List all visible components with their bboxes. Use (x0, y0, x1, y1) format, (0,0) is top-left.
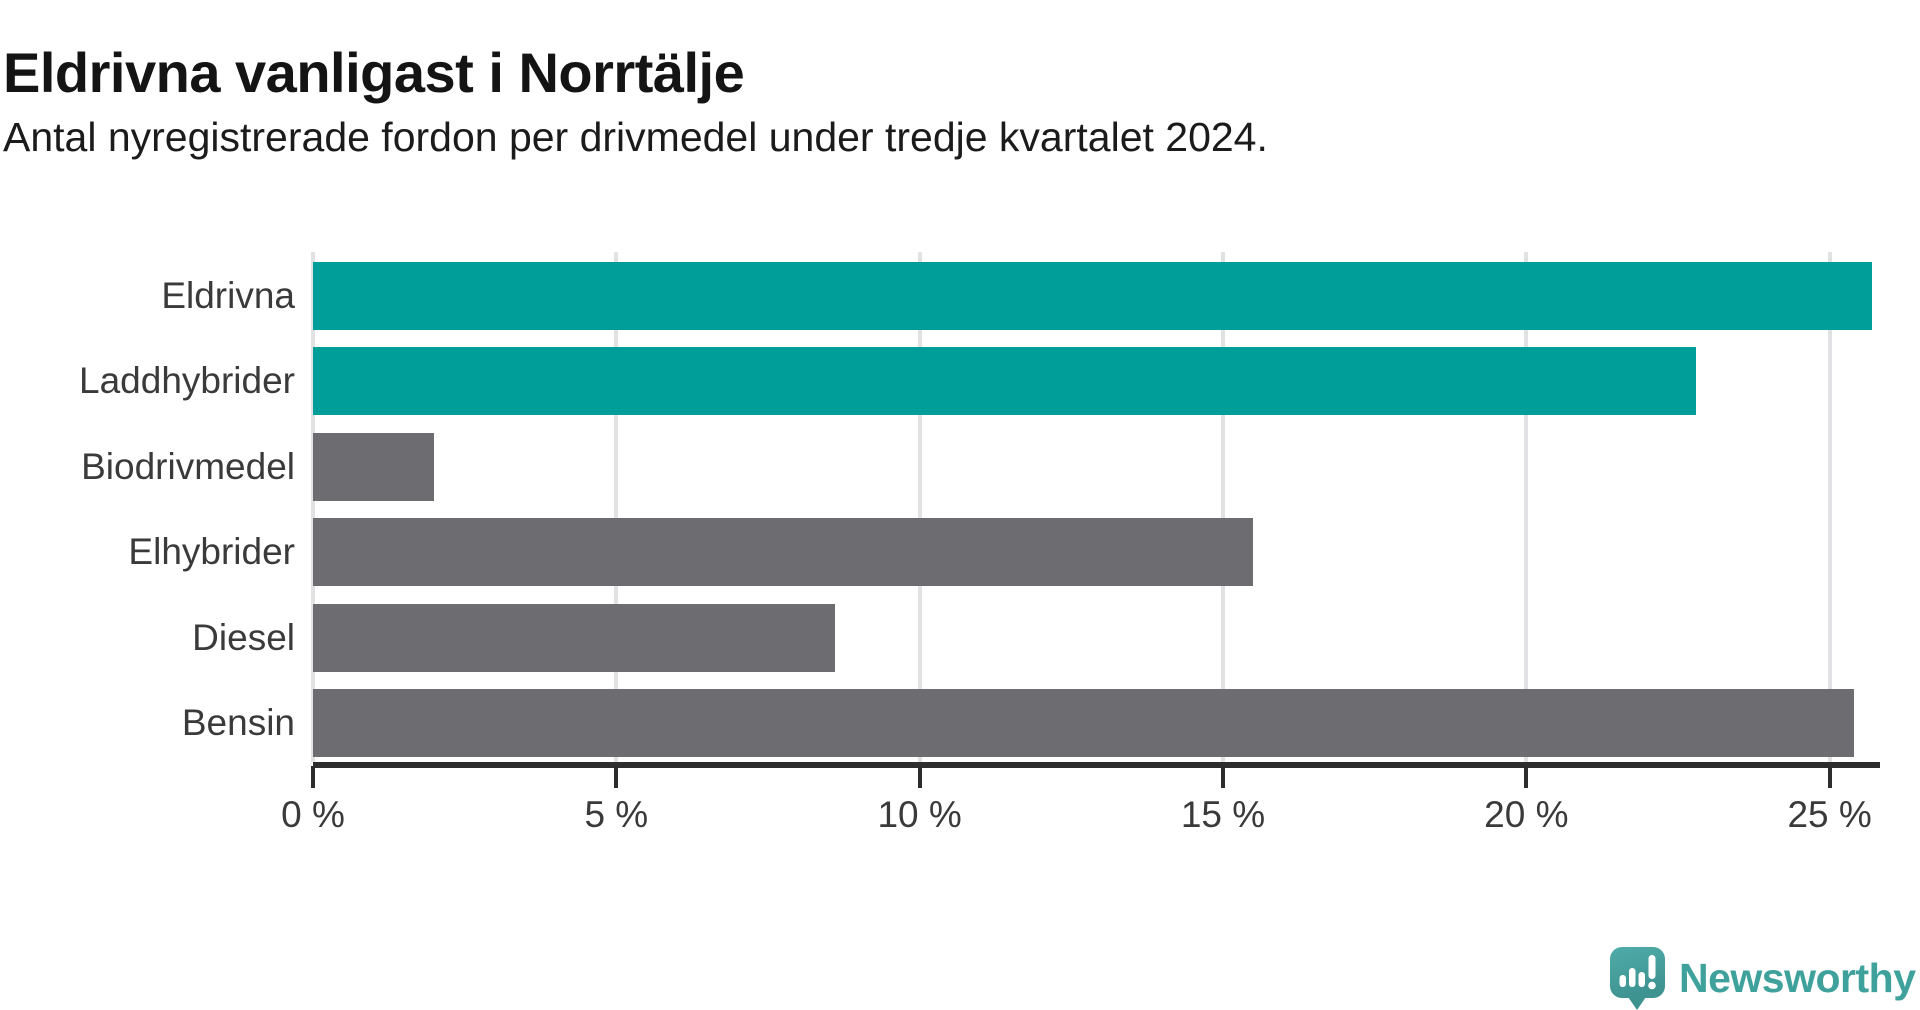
chart-subtitle: Antal nyregistrerade fordon per drivmede… (3, 114, 1268, 160)
chart-title: Eldrivna vanligast i Norrtälje (3, 40, 745, 104)
x-axis-tick (614, 766, 619, 788)
plot-area: 0 % 5 % 10 % 15 % 20 % 25 % (281, 252, 1880, 835)
grid-line (311, 252, 315, 762)
category-label-diesel: Diesel (192, 616, 295, 658)
x-axis-tick (1827, 766, 1832, 788)
grid-line (614, 252, 619, 762)
x-axis-tick-label: 15 % (1180, 794, 1266, 835)
x-axis-line (313, 762, 1880, 768)
newsworthy-logo-text: Newsworthy (1679, 954, 1916, 1001)
grid-line (1220, 252, 1225, 762)
grid-line (917, 252, 922, 762)
category-label-bensin: Bensin (181, 702, 295, 743)
x-axis-tick (1220, 766, 1225, 788)
x-axis-tick-label: 0 % (281, 794, 345, 835)
newsworthy-logo: Newsworthy (1609, 944, 1916, 1010)
x-axis-tick (1524, 766, 1529, 788)
grid-line (1827, 252, 1832, 762)
x-axis-tick (917, 766, 922, 788)
x-axis-tick-label: 25 % (1787, 794, 1872, 835)
x-axis-tick (311, 766, 315, 788)
category-label-eldrivna: Eldrivna (161, 275, 295, 316)
bar-elhybrider (313, 518, 1254, 587)
x-axis-tick-label: 20 % (1484, 794, 1569, 835)
bar-laddhybrider (313, 347, 1697, 416)
bar-bensin (313, 689, 1854, 757)
category-label-laddhybrider: Laddhybrider (79, 360, 295, 402)
bar-biodrivmedel (313, 432, 435, 501)
x-axis-tick-label: 10 % (877, 794, 962, 835)
bar-eldrivna (313, 262, 1873, 330)
category-label-elhybrider: Elhybrider (128, 531, 295, 573)
bar-diesel (313, 603, 835, 672)
newsworthy-logo-icon (1610, 947, 1665, 1010)
x-axis-tick-label: 5 % (584, 794, 649, 835)
category-label-biodrivmedel: Biodrivmedel (81, 445, 295, 487)
grid-line (1524, 252, 1529, 762)
